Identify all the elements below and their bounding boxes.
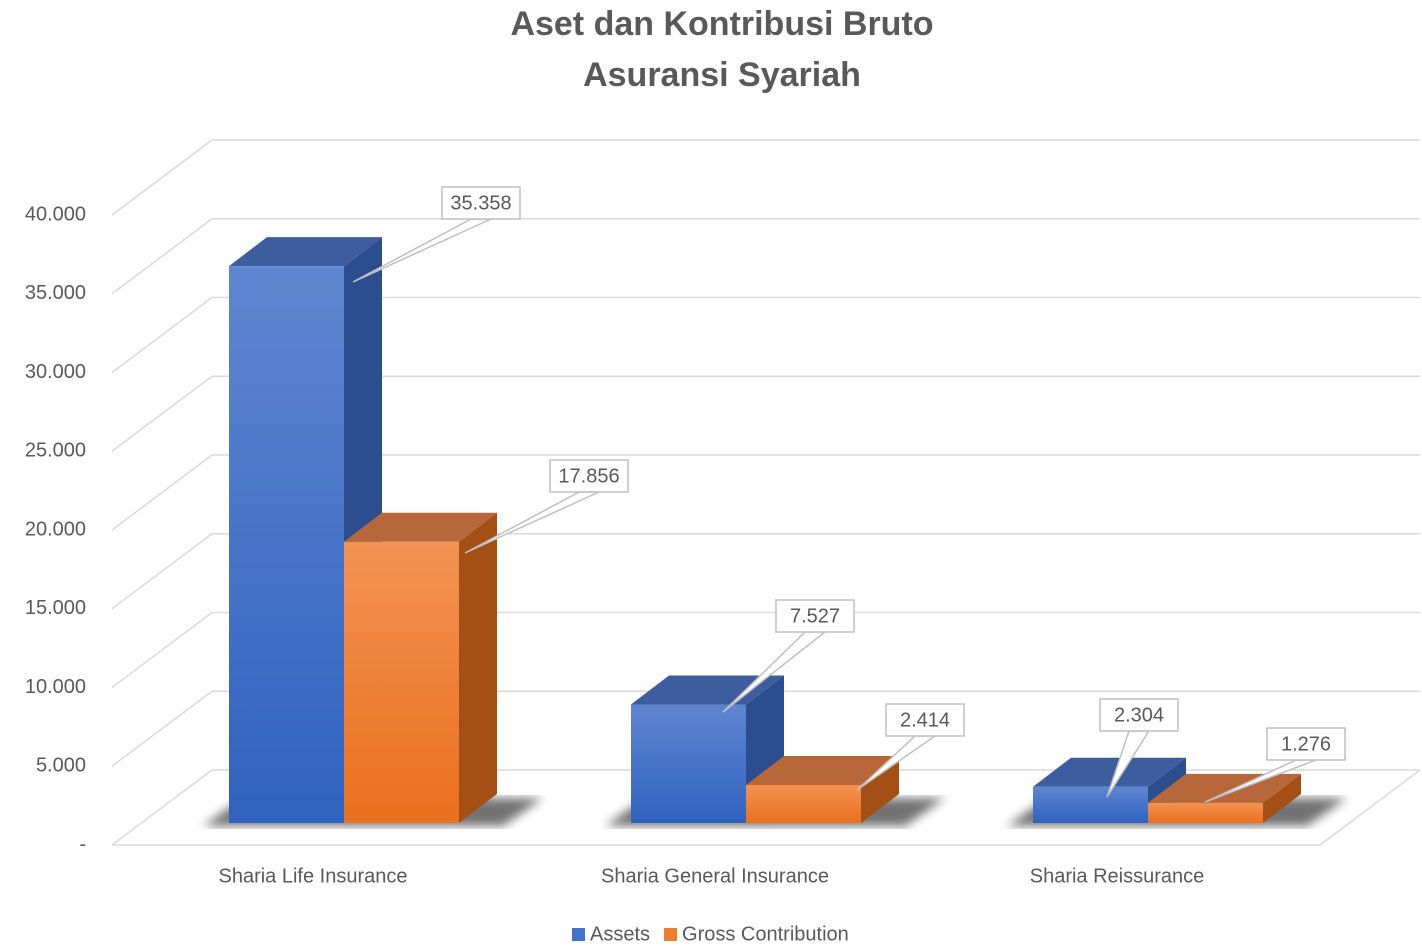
data-label: 2.414 xyxy=(900,709,950,731)
grid-line-side xyxy=(111,611,213,689)
callout-box xyxy=(1266,727,1346,761)
bar xyxy=(631,704,746,823)
callout-box xyxy=(775,599,855,633)
data-label: 7.527 xyxy=(790,605,840,627)
legend-label: Gross Contribution xyxy=(682,923,849,944)
bar-side xyxy=(861,755,899,823)
legend-label: Assets xyxy=(590,923,650,944)
bar xyxy=(344,541,459,823)
y-tick-label: 35.000 xyxy=(25,282,86,304)
y-tick-label: 10.000 xyxy=(25,676,86,698)
grid-line-side xyxy=(111,533,213,610)
chart-title: Aset dan Kontribusi Bruto xyxy=(510,5,933,43)
y-tick-label: 15.000 xyxy=(25,597,86,619)
legend-swatch xyxy=(664,928,678,941)
grid-line-side xyxy=(111,690,213,767)
data-label: 17.856 xyxy=(558,465,619,487)
bar-top xyxy=(631,675,784,705)
chart-title: Asuransi Syariah xyxy=(583,56,861,94)
grid-line-side xyxy=(111,218,213,295)
data-label: 2.304 xyxy=(1114,704,1164,726)
callout-box xyxy=(441,186,521,220)
data-label: 35.358 xyxy=(450,192,511,214)
x-tick-label: Sharia Reissurance xyxy=(1030,865,1205,887)
y-tick-label: 30.000 xyxy=(25,361,86,383)
x-tick-label: Sharia Life Insurance xyxy=(218,865,407,887)
callout-box xyxy=(885,703,965,737)
bar-top xyxy=(344,512,497,542)
grid-line-side xyxy=(111,296,213,374)
y-tick-label: 40.000 xyxy=(25,203,86,225)
grid-line-side xyxy=(111,769,213,846)
y-tick-label: - xyxy=(79,833,86,855)
grid-line-side xyxy=(111,454,213,531)
legend-swatch xyxy=(572,928,585,941)
bar xyxy=(746,784,861,823)
y-tick-label: 5.000 xyxy=(36,755,86,777)
floor-line xyxy=(1319,769,1421,846)
grid-line-side xyxy=(111,139,213,216)
callout-box xyxy=(1099,698,1179,732)
callout-box xyxy=(549,459,629,493)
bar xyxy=(1033,786,1148,823)
bar-top xyxy=(746,755,899,785)
y-tick-label: 20.000 xyxy=(25,518,86,540)
data-label: 1.276 xyxy=(1281,733,1331,755)
grid-line-side xyxy=(111,375,213,452)
bar xyxy=(229,266,344,823)
bar xyxy=(1148,802,1263,823)
bar-top xyxy=(229,237,382,267)
bar-top xyxy=(1033,757,1186,787)
bar-top xyxy=(1148,773,1301,803)
x-tick-label: Sharia General Insurance xyxy=(601,865,829,887)
bar-side xyxy=(459,512,497,823)
bar-side xyxy=(1263,773,1301,823)
y-tick-label: 25.000 xyxy=(25,440,86,462)
